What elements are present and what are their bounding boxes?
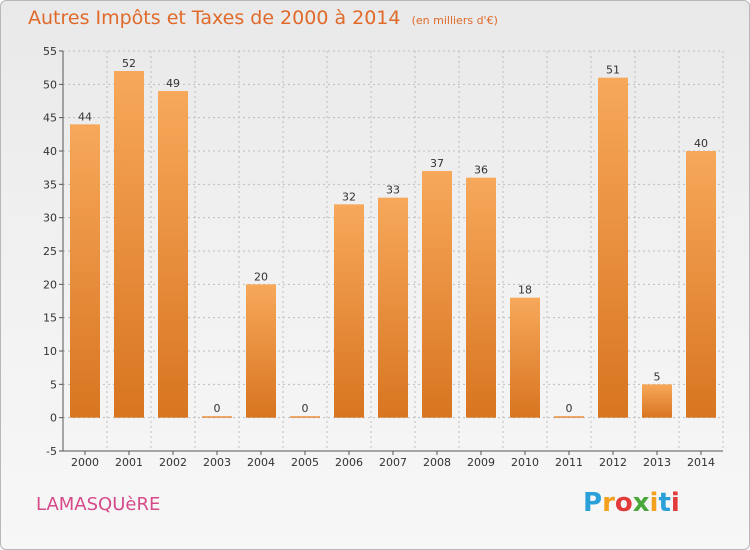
data-label: 18 <box>518 284 532 297</box>
chart-subtitle: (en milliers d'€) <box>411 14 498 27</box>
logo-letter: t <box>658 488 671 518</box>
y-tick-label: -5 <box>46 445 57 458</box>
data-label: 20 <box>254 270 268 283</box>
y-tick-label: 20 <box>43 278 57 291</box>
x-tick-label: 2009 <box>467 456 495 469</box>
bar <box>686 151 716 418</box>
data-label: 37 <box>430 157 444 170</box>
data-label: 49 <box>166 77 180 90</box>
bar <box>334 204 364 418</box>
x-tick-label: 2010 <box>511 456 539 469</box>
data-label: 52 <box>122 57 136 70</box>
bar <box>378 197 408 418</box>
chart-title-block: Autres Impôts et Taxes de 2000 à 2014 (e… <box>28 7 498 29</box>
x-tick-label: 2001 <box>115 456 143 469</box>
data-label: 44 <box>78 110 92 123</box>
bar <box>70 124 100 418</box>
commune-name: LAMASQUèRE <box>36 494 161 515</box>
x-tick-label: 2006 <box>335 456 363 469</box>
x-tick-label: 2004 <box>247 456 275 469</box>
bar <box>422 171 452 418</box>
logo-letter: P <box>583 488 603 518</box>
data-label: 51 <box>606 64 620 77</box>
x-tick-label: 2005 <box>291 456 319 469</box>
y-tick-label: 35 <box>43 178 57 191</box>
x-tick-label: 2012 <box>599 456 627 469</box>
data-label: 5 <box>654 370 661 383</box>
bar <box>246 284 276 418</box>
y-tick-label: 45 <box>43 112 57 125</box>
y-tick-label: 40 <box>43 145 57 158</box>
x-tick-label: 2000 <box>71 456 99 469</box>
chart-title: Autres Impôts et Taxes de 2000 à 2014 <box>28 7 401 29</box>
x-tick-label: 2008 <box>423 456 451 469</box>
bar <box>642 384 672 418</box>
y-tick-label: 5 <box>50 378 57 391</box>
logo-letter: r <box>602 488 615 518</box>
x-tick-label: 2013 <box>643 456 671 469</box>
bar <box>466 177 496 418</box>
x-tick-label: 2007 <box>379 456 407 469</box>
bar <box>158 91 188 418</box>
data-label: 0 <box>302 402 309 415</box>
y-tick-label: 25 <box>43 245 57 258</box>
y-tick-label: 30 <box>43 212 57 225</box>
bar <box>510 297 540 418</box>
data-label: 32 <box>342 190 356 203</box>
bar <box>114 71 144 418</box>
x-tick-label: 2014 <box>687 456 715 469</box>
logo-letter: x <box>632 488 650 518</box>
logo-letter: i <box>649 488 659 518</box>
bar <box>554 416 584 418</box>
logo-letter: i <box>670 488 680 518</box>
y-tick-label: 50 <box>43 78 57 91</box>
data-label: 36 <box>474 164 488 177</box>
x-tick-label: 2003 <box>203 456 231 469</box>
y-tick-label: 15 <box>43 312 57 325</box>
y-tick-label: 55 <box>43 45 57 58</box>
x-tick-label: 2011 <box>555 456 583 469</box>
data-label: 0 <box>214 402 221 415</box>
bar <box>598 77 628 418</box>
bar <box>202 416 232 418</box>
y-tick-label: 10 <box>43 345 57 358</box>
logo-letter: o <box>614 488 633 518</box>
y-tick-label: 0 <box>50 412 57 425</box>
data-label: 40 <box>694 137 708 150</box>
data-label: 33 <box>386 184 400 197</box>
proxiti-logo: Proxiti <box>583 488 680 518</box>
bar <box>290 416 320 418</box>
x-tick-label: 2002 <box>159 456 187 469</box>
data-label: 0 <box>566 402 573 415</box>
